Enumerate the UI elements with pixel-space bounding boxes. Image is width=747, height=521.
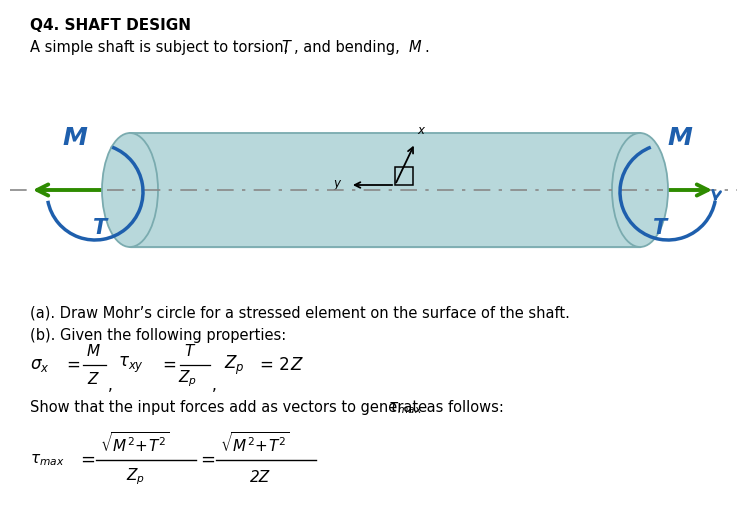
Text: Z: Z xyxy=(87,371,98,387)
Text: = 2: = 2 xyxy=(260,356,290,374)
Text: $\tau_{max}$: $\tau_{max}$ xyxy=(30,452,64,468)
Text: =: = xyxy=(80,451,95,469)
Text: M: M xyxy=(668,126,692,150)
Text: x: x xyxy=(418,125,424,138)
Text: ,: , xyxy=(108,378,113,392)
Text: $Z_{p}$: $Z_{p}$ xyxy=(224,353,244,377)
Ellipse shape xyxy=(102,133,158,247)
Text: 2Z: 2Z xyxy=(250,469,270,485)
Text: $Z_{p}$: $Z_{p}$ xyxy=(178,369,197,389)
Text: , and bending,: , and bending, xyxy=(294,40,404,55)
Bar xyxy=(130,133,640,247)
Text: =: = xyxy=(162,356,176,374)
Text: $Z_p$: $Z_p$ xyxy=(126,467,145,487)
Text: (a). Draw Mohr’s circle for a stressed element on the surface of the shaft.: (a). Draw Mohr’s circle for a stressed e… xyxy=(30,305,570,320)
Text: M: M xyxy=(409,40,421,55)
Text: as follows:: as follows: xyxy=(422,400,504,415)
Text: =: = xyxy=(66,356,80,374)
Text: T: T xyxy=(653,218,667,238)
Text: y: y xyxy=(333,177,341,190)
Text: $\sqrt{M^2\!+\!T^2}$: $\sqrt{M^2\!+\!T^2}$ xyxy=(100,431,170,455)
Text: $\tau_{xy}$: $\tau_{xy}$ xyxy=(118,355,144,375)
Text: T: T xyxy=(184,343,193,358)
Text: $\sigma_{x}$: $\sigma_{x}$ xyxy=(30,356,49,374)
Text: T: T xyxy=(281,40,290,55)
Text: (b). Given the following properties:: (b). Given the following properties: xyxy=(30,328,286,343)
Text: Show that the input forces add as vectors to generate: Show that the input forces add as vector… xyxy=(30,400,432,415)
Text: $\tau_{max}$: $\tau_{max}$ xyxy=(388,400,423,416)
Text: A simple shaft is subject to torsion,: A simple shaft is subject to torsion, xyxy=(30,40,293,55)
Bar xyxy=(395,167,413,185)
Text: M: M xyxy=(63,126,87,150)
Text: ,: , xyxy=(212,378,217,393)
Text: M: M xyxy=(87,343,100,358)
Text: T: T xyxy=(93,218,107,238)
Text: $\sqrt{M^2\!+\!T^2}$: $\sqrt{M^2\!+\!T^2}$ xyxy=(220,431,290,455)
Text: Z: Z xyxy=(290,356,301,374)
Text: .: . xyxy=(424,40,429,55)
Text: =: = xyxy=(200,451,215,469)
Ellipse shape xyxy=(612,133,668,247)
Text: Q4. SHAFT DESIGN: Q4. SHAFT DESIGN xyxy=(30,18,191,33)
